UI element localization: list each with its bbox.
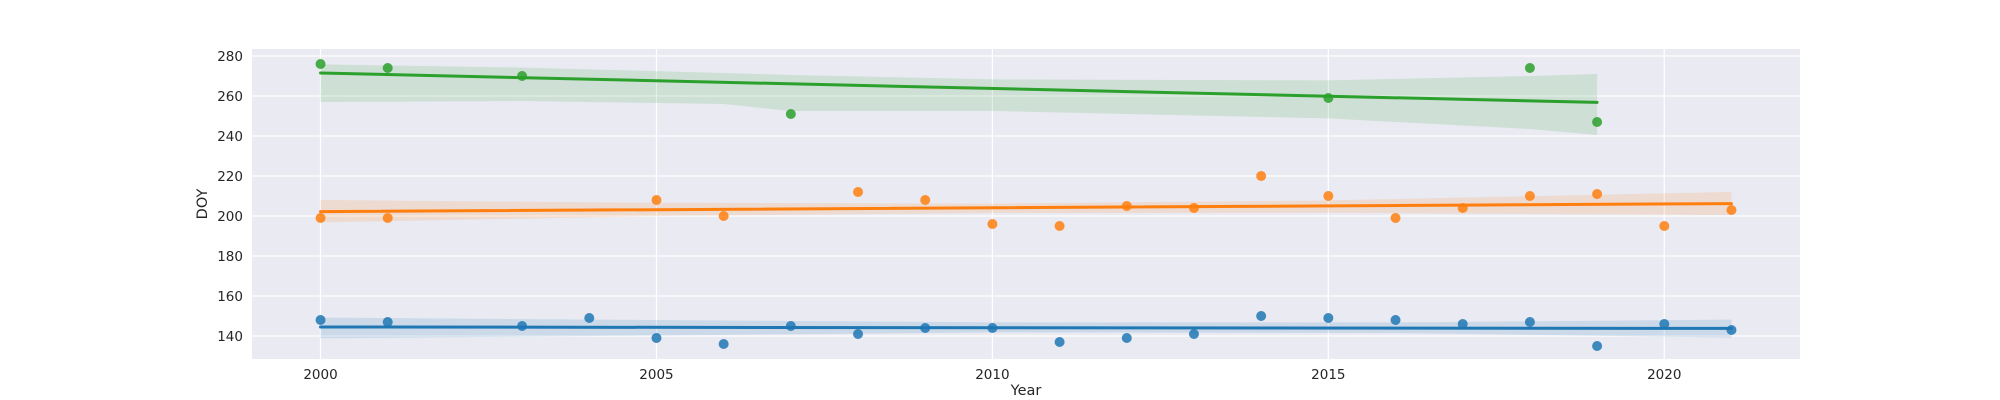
data-point xyxy=(1390,213,1401,223)
data-point xyxy=(1188,329,1199,339)
data-point xyxy=(1457,203,1468,213)
y-tick-label: 260 xyxy=(217,89,243,105)
data-point xyxy=(1726,205,1737,215)
data-point xyxy=(315,213,326,223)
regression-line-3 xyxy=(319,71,1599,104)
data-point xyxy=(1659,319,1670,329)
data-point xyxy=(382,317,393,327)
data-point xyxy=(651,333,662,343)
y-tick-label: 200 xyxy=(217,209,243,225)
data-point xyxy=(1323,191,1334,201)
data-point xyxy=(1457,319,1468,329)
x-tick-label: 2015 xyxy=(1311,367,1345,383)
y-axis-label: DOY xyxy=(195,189,211,220)
data-point xyxy=(1323,93,1334,103)
data-point xyxy=(315,315,326,325)
x-tick-label: 2010 xyxy=(975,367,1009,383)
y-tick-label: 220 xyxy=(217,169,243,185)
y-tick-label: 280 xyxy=(217,49,243,65)
x-tick-label: 2005 xyxy=(639,367,673,383)
data-point xyxy=(584,313,595,323)
data-point xyxy=(1726,325,1737,335)
grid-lines xyxy=(252,49,1800,359)
data-point xyxy=(920,323,931,333)
data-point xyxy=(1524,191,1535,201)
data-point xyxy=(785,109,796,119)
data-point xyxy=(1054,221,1065,231)
data-point xyxy=(1592,189,1603,199)
data-point xyxy=(718,339,729,349)
data-point xyxy=(382,213,393,223)
data-point xyxy=(1188,203,1199,213)
data-points xyxy=(315,59,1737,351)
data-point xyxy=(1256,171,1267,181)
y-tick-labels: 140 160 180 200 220 240 260 280 xyxy=(217,49,243,345)
data-point xyxy=(987,219,998,229)
data-point xyxy=(1256,311,1267,321)
data-point xyxy=(1524,63,1535,73)
data-point xyxy=(1592,341,1603,351)
data-point xyxy=(315,59,326,69)
data-point xyxy=(920,195,931,205)
data-point xyxy=(853,187,864,197)
y-tick-label: 180 xyxy=(217,249,243,265)
x-tick-labels: 2000 2005 2010 2015 2020 xyxy=(303,367,1681,383)
data-point xyxy=(1054,337,1065,347)
x-tick-label: 2000 xyxy=(303,367,337,383)
data-point xyxy=(987,323,998,333)
y-tick-label: 160 xyxy=(217,289,243,305)
data-point xyxy=(1121,333,1132,343)
data-point xyxy=(1524,317,1535,327)
data-point xyxy=(1592,117,1603,127)
regression-line-1 xyxy=(319,325,1733,330)
data-point xyxy=(1659,221,1670,231)
data-point xyxy=(1323,313,1334,323)
data-point xyxy=(1390,315,1401,325)
data-point xyxy=(1121,201,1132,211)
x-axis-label: Year xyxy=(1010,383,1042,399)
regression-lines xyxy=(319,71,1733,330)
y-tick-label: 140 xyxy=(217,329,243,345)
data-point xyxy=(382,63,393,73)
data-point xyxy=(517,71,528,81)
data-point xyxy=(718,211,729,221)
data-point xyxy=(853,329,864,339)
data-point xyxy=(785,321,796,331)
confidence-band-3 xyxy=(320,64,1598,135)
data-point xyxy=(517,321,528,331)
data-point xyxy=(651,195,662,205)
y-tick-label: 240 xyxy=(217,129,243,145)
x-tick-label: 2020 xyxy=(1647,367,1681,383)
regression-line-2 xyxy=(319,202,1733,214)
